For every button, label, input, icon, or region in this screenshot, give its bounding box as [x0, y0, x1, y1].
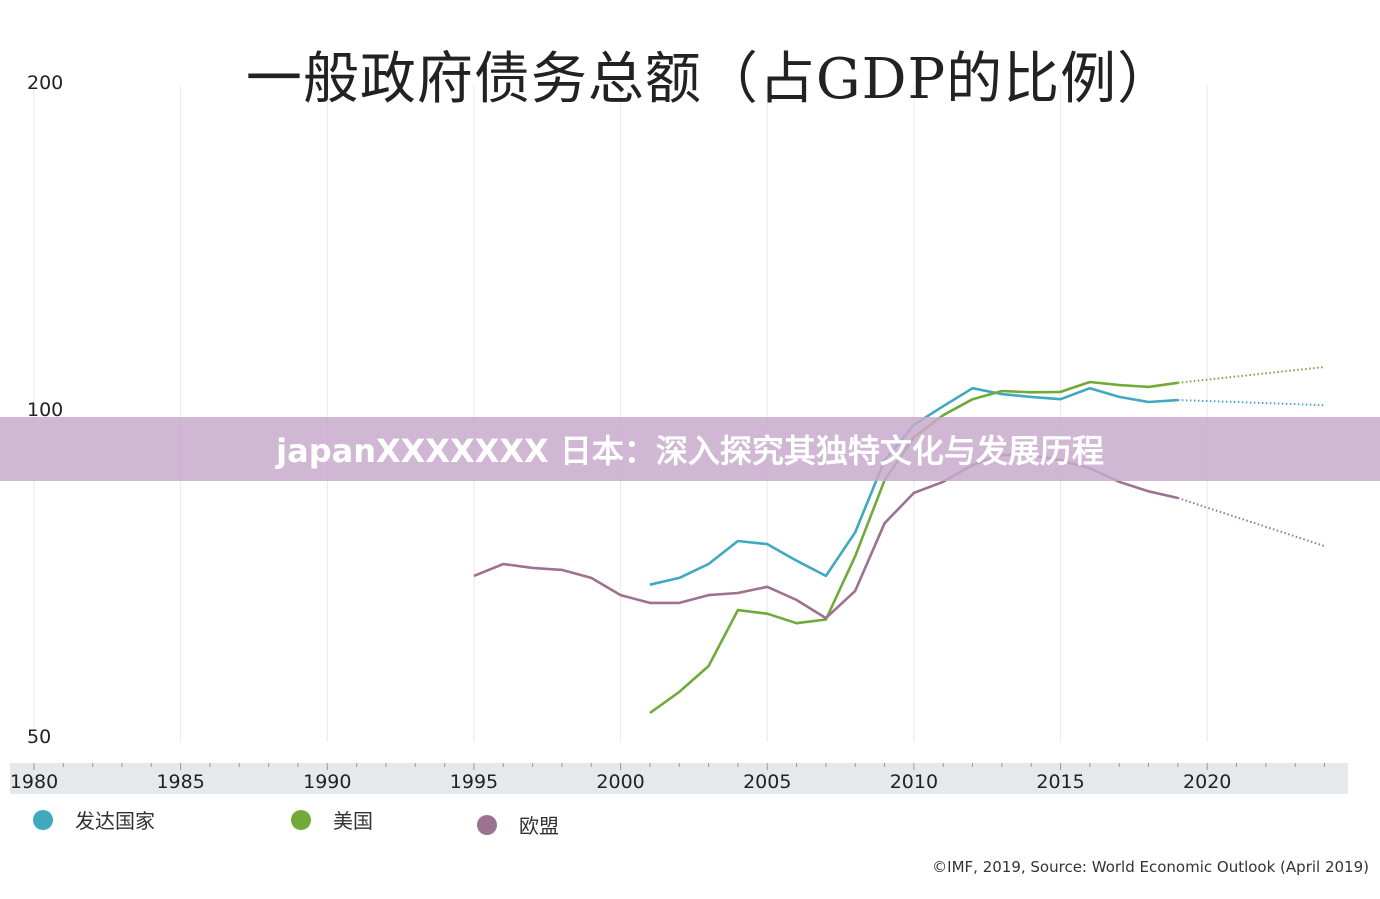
x-tick-label: 2020	[1183, 771, 1231, 793]
series-projection-0	[1177, 399, 1325, 407]
x-axis-band	[10, 763, 1348, 794]
y-tick-label: 200	[27, 72, 63, 94]
x-tick-label: 1995	[450, 771, 498, 793]
banner-text: japanXXXXXXX 日本：深入探究其独特文化与发展历程	[276, 432, 1104, 470]
legend-dot	[477, 814, 497, 835]
x-tick-label: 1990	[303, 771, 351, 793]
chart-title: 一般政府债务总额（占GDP的比例）	[245, 47, 1175, 112]
x-tick-label: 2005	[743, 771, 791, 793]
series-projection-1	[1177, 366, 1325, 384]
legend-item-eu[interactable]: 欧盟	[477, 810, 559, 839]
legend-label: 欧盟	[519, 814, 559, 838]
legend-item-advanced[interactable]: 发达国家	[33, 805, 155, 834]
legend-label: 发达国家	[75, 809, 155, 833]
x-tick-label: 2000	[596, 771, 644, 793]
x-tick-label: 1980	[10, 771, 58, 793]
legend-label: 美国	[333, 809, 373, 833]
legend-dot	[291, 809, 311, 830]
y-tick-label: 100	[27, 399, 63, 421]
y-tick-label: 50	[27, 726, 51, 748]
x-tick-label: 2010	[890, 771, 938, 793]
series-projection-2	[1177, 497, 1325, 547]
legend-item-us[interactable]: 美国	[291, 805, 373, 834]
source-note: ©IMF, 2019, Source: World Economic Outlo…	[932, 858, 1369, 876]
overlay-banner: japanXXXXXXX 日本：深入探究其独特文化与发展历程	[0, 417, 1380, 481]
legend-dot	[33, 809, 53, 830]
x-tick-label: 2015	[1036, 771, 1084, 793]
x-tick-label: 1985	[156, 771, 204, 793]
